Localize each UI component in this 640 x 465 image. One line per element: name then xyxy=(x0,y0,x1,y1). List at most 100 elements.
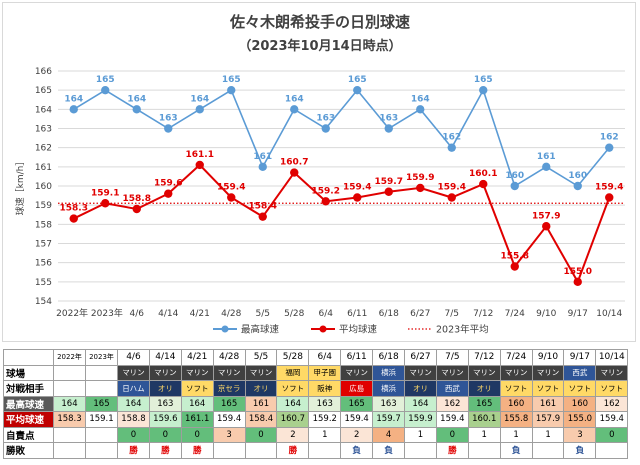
data-point xyxy=(195,105,204,114)
data-point xyxy=(605,193,614,202)
table-cell: マリン xyxy=(180,364,214,381)
x-tick-label: 7/12 xyxy=(473,309,493,319)
row-label: 球場 xyxy=(3,364,54,381)
data-label: 159.4 xyxy=(438,183,466,193)
data-point xyxy=(384,187,393,196)
table-cell: マリン xyxy=(404,364,437,381)
y-tick-label: 162 xyxy=(35,144,52,154)
table-header-date: 9/10 xyxy=(531,349,565,366)
table-cell: 165 xyxy=(85,395,118,412)
data-label: 158.4 xyxy=(249,202,277,212)
table-cell: 155.0 xyxy=(563,411,597,428)
data-label: 163 xyxy=(316,114,335,124)
table-cell: 3 xyxy=(563,426,597,443)
table-cell: 162 xyxy=(435,395,469,412)
legend-marker xyxy=(319,325,327,333)
data-point xyxy=(353,193,362,202)
table-cell xyxy=(85,380,118,397)
data-label: 160.1 xyxy=(469,169,497,179)
table-cell xyxy=(85,442,118,459)
data-label: 158.3 xyxy=(60,204,88,214)
stats-table: 2022年 2023年 4/6 4/14 4/21 4/28 5/5 5/28 6/4 6/11 6… xyxy=(3,349,629,459)
table-cell: 164 xyxy=(404,395,437,412)
data-point xyxy=(258,212,267,221)
data-label: 165 xyxy=(222,75,241,85)
table-cell: 0 xyxy=(180,426,214,443)
table-cell: ソフト xyxy=(499,380,533,397)
data-point xyxy=(321,124,330,133)
table-cell: マリン xyxy=(117,364,150,381)
data-point xyxy=(290,168,299,177)
table-cell xyxy=(467,442,501,459)
table-cell: 158.3 xyxy=(53,411,86,428)
x-tick-label: 4/21 xyxy=(190,309,210,319)
x-tick-label: 10/14 xyxy=(596,309,622,319)
data-point xyxy=(101,199,110,208)
row-label: 最高球速 xyxy=(3,395,54,412)
y-tick-label: 157 xyxy=(35,240,52,250)
table-cell: 負 xyxy=(372,442,406,459)
table-cell: 横浜 xyxy=(372,364,406,381)
data-label: 165 xyxy=(348,75,367,85)
data-label: 161.1 xyxy=(186,150,214,160)
y-tick-label: 159 xyxy=(35,201,52,211)
x-tick-label: 2022年 2023年 xyxy=(56,307,123,319)
data-label: 158.8 xyxy=(123,194,151,204)
table-cell: 159.1 xyxy=(85,411,118,428)
table-cell xyxy=(531,442,565,459)
table-cell: オリ xyxy=(148,380,182,397)
data-point xyxy=(321,197,330,206)
x-tick-label: 6/18 xyxy=(379,309,399,319)
data-point xyxy=(258,162,267,172)
table-row: 対戦相手 日ハム オリ ソフト 京セラ オリ ソフト 阪神 広島 横浜 オリ 西武 オリ ソフト ソフト ソフ… xyxy=(3,380,629,397)
table-cell: マリン xyxy=(499,364,533,381)
data-point xyxy=(164,124,173,133)
table-cell xyxy=(53,380,86,397)
chart-subtitle: （2023年10月14日時点） xyxy=(238,38,401,54)
table-row: 球場 マリン マリン マリン マリン マリン 福岡 甲子園 マリン 横浜 マリン マリン マリン マリンマ… xyxy=(3,364,629,381)
table-cell: ソフト xyxy=(595,380,629,397)
table-cell xyxy=(404,442,437,459)
data-point xyxy=(416,105,425,114)
table-cell: マリン xyxy=(244,364,278,381)
data-label: 164 xyxy=(411,94,430,104)
chart-title: 佐々木朗希投手の日別球速 xyxy=(229,13,410,31)
table-row: 平均球速 158.3 159.1 158.8 159.6 161.1 159.4 158.4 1… xyxy=(3,411,629,428)
data-label: 159.7 xyxy=(375,177,403,187)
table-header-date: 7/24 xyxy=(499,349,533,366)
table-cell: 159.4 xyxy=(435,411,469,428)
x-tick-label: 9/10 xyxy=(536,309,556,319)
table-row: 勝敗勝勝勝勝負負勝負負 xyxy=(3,442,629,459)
data-point xyxy=(479,179,488,189)
data-label: 164 xyxy=(127,94,146,104)
x-tick-label: 4/14 xyxy=(158,309,178,319)
table-cell: 西武 xyxy=(563,364,597,381)
data-point xyxy=(479,85,488,95)
data-label: 164 xyxy=(64,94,83,104)
table-cell: 4 xyxy=(372,426,406,443)
table-cell: 162 xyxy=(595,395,629,412)
data-point xyxy=(573,277,582,287)
table-cell: マリン xyxy=(595,364,629,381)
y-axis-label: 球速［km/h］ xyxy=(14,157,26,216)
table-cell: 164 xyxy=(180,395,214,412)
data-point xyxy=(542,222,551,231)
data-label: 155.0 xyxy=(564,267,592,277)
data-label: 159.9 xyxy=(406,173,434,183)
table-header-date: 7/12 xyxy=(467,349,501,366)
legend-label: 最高球速 xyxy=(241,324,280,336)
data-point xyxy=(353,85,362,95)
series-line-avg xyxy=(73,163,611,285)
row-label: 勝敗 xyxy=(3,442,54,459)
data-point xyxy=(447,143,456,152)
x-tick-label: 5/5 xyxy=(256,309,270,319)
table-cell: 160.1 xyxy=(467,411,501,428)
x-tick-label: 9/17 xyxy=(568,309,588,319)
y-tick-label: 165 xyxy=(35,86,52,96)
line-chart: 佐々木朗希投手の日別球速 （2023年10月14日時点） 154 155 156 157 1… xyxy=(14,13,625,336)
table-cell: 159.9 xyxy=(404,411,437,428)
data-point xyxy=(164,189,173,198)
table-cell: 2 xyxy=(340,426,374,443)
table-cell xyxy=(53,364,86,381)
table-header-date: 4/6 xyxy=(117,349,150,366)
